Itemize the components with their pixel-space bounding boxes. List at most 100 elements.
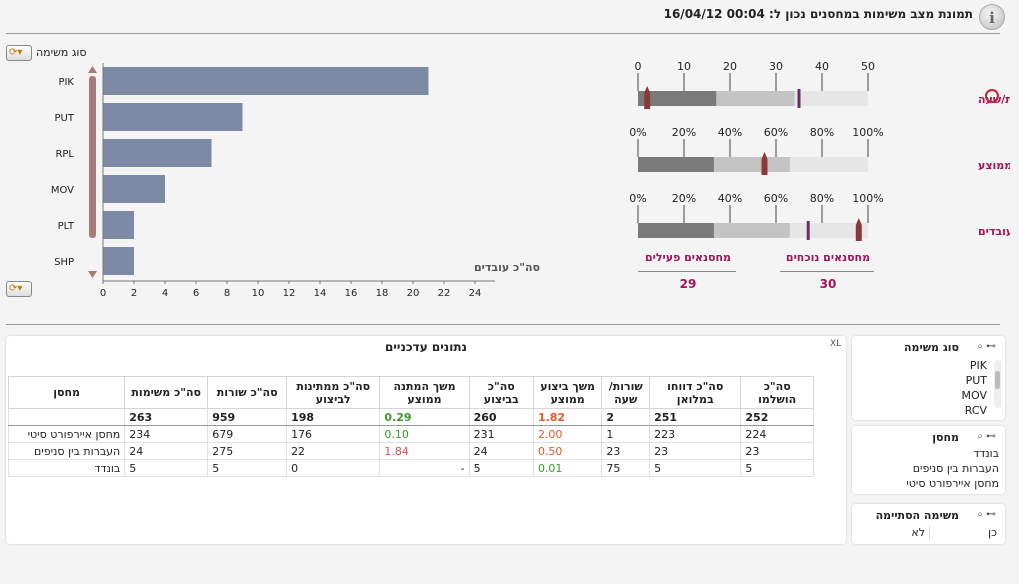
column-header[interactable]: סה"כ דווחו במלואן [649, 376, 742, 409]
x-tick-label: 2 [131, 288, 137, 299]
gauge-value-pointer [644, 86, 651, 109]
gauge-band-dark [638, 157, 714, 172]
pin-icon[interactable]: ⊷ [986, 509, 996, 520]
x-tick-label: 6 [193, 288, 199, 299]
x-tick-label: 14 [314, 288, 327, 299]
table-cell[interactable]: בונדד [7, 459, 126, 477]
gauge-tick-label: 60% [764, 192, 788, 205]
table-row: 5 5 75 0.01 5-0 5 5 בונדד [7, 459, 814, 477]
divider [638, 271, 736, 272]
x-tick-label: 20 [407, 288, 420, 299]
column-header[interactable]: סה"כ הושלמו [740, 376, 814, 409]
table-cell: 22 [286, 442, 381, 460]
table-cell: 23 [740, 442, 814, 460]
column-header[interactable]: מחסן [7, 376, 126, 409]
active-workers-value: 29 [679, 277, 697, 291]
pin-icon[interactable]: ⊷ [986, 431, 996, 442]
task-type-filter-title: סוג משימה [903, 341, 959, 354]
task-type-item[interactable]: PIK [969, 359, 987, 372]
table-cell: 1 [601, 425, 651, 443]
x-tick-label: 24 [469, 288, 482, 299]
pin-icon[interactable]: ⊷ [986, 341, 996, 352]
table-cell: 2.00 [532, 425, 603, 443]
recent-data-table: סה"כ הושלמו סה"כ דווחו במלואן שורות/ שעה מש… [7, 376, 814, 477]
column-header[interactable]: סה"כ בביצוע [468, 376, 534, 409]
gauge-target-marker [806, 221, 810, 240]
task-type-item[interactable]: MOV [961, 389, 987, 402]
warehouse-stats: מחסנאים נוכחים 30 מחסנאים פעילים 29 [636, 250, 886, 300]
table-cell: - [379, 459, 470, 477]
warehouse-item[interactable]: העברות בין סניפים [912, 462, 999, 475]
search-icon[interactable]: ⌕ [977, 509, 983, 520]
column-header[interactable]: סה"כ שורות [207, 376, 288, 409]
task-type-item[interactable]: PUT [965, 374, 987, 387]
category-tick-label: RPL [55, 149, 74, 160]
cycle-icon[interactable]: ⟳▾ [6, 281, 32, 297]
x-tick-label: 16 [345, 288, 358, 299]
x-tick-label: 12 [283, 288, 296, 299]
gauge-tick-label: 0% [629, 192, 646, 205]
gauge-target-marker [797, 89, 801, 108]
table-cell: 223 [649, 425, 742, 443]
task-done-no[interactable]: לא [911, 526, 925, 539]
category-tick-label: SHP [54, 257, 74, 268]
gauge-value-pointer [761, 152, 768, 175]
table-cell: 263 [124, 408, 209, 426]
gauge-tick-label: 100% [852, 192, 883, 205]
bar-chart-dimension-label: סוג משימה [36, 46, 87, 59]
task-type-filter: סוג משימה ⌕ ⊷ PIK PUT MOV RCV [852, 336, 1005, 420]
gauge-tick-label: 20% [672, 192, 696, 205]
bar [103, 211, 134, 239]
task-done-filter-title: משימה הסתיימה [875, 509, 959, 522]
present-workers-value: 30 [819, 277, 837, 291]
warehouse-filter-title: מחסן [932, 431, 959, 444]
category-tick-label: PLT [58, 221, 75, 232]
gauge-tick-label: 20 [723, 60, 737, 73]
column-header[interactable]: סה"כ משימות [124, 376, 209, 409]
gauge-tick-label: 10 [677, 60, 691, 73]
task-done-filter: משימה הסתיימה ⌕ ⊷ כן לא [852, 504, 1005, 544]
gauge-tick-label: 80% [810, 192, 834, 205]
column-header[interactable]: משך ביצוע ממוצע [532, 376, 603, 409]
bar [103, 67, 429, 95]
table-cell: 176 [286, 425, 381, 443]
search-icon[interactable]: ⌕ [977, 431, 983, 442]
gauge-label: % ביצוע ממוצע [978, 159, 1010, 172]
gauge-tick-label: 50 [861, 60, 875, 73]
x-tick-label: 0 [100, 288, 106, 299]
task-done-yes[interactable]: כן [929, 525, 999, 540]
table-cell[interactable]: מחסן איירפורט סיטי [7, 425, 126, 443]
bar [103, 175, 165, 203]
table-title: נתונים עדכניים [385, 340, 467, 354]
gauge-tick-label: 0% [629, 126, 646, 139]
column-header[interactable]: משך המתנה ממוצע [379, 376, 470, 409]
table-cell: 679 [207, 425, 288, 443]
cycle-icon[interactable]: ⟳▾ [6, 45, 32, 61]
table-cell: 251 [649, 408, 742, 426]
table-cell[interactable]: העברות בין סניפים [7, 442, 126, 460]
table-cell: 23 [649, 442, 742, 460]
table-cell: 1.84 [379, 442, 470, 460]
gauge-label: ניצולת עובדים [978, 225, 1010, 238]
info-icon[interactable]: i [979, 4, 1005, 30]
column-header[interactable]: סה"כ ממתינות לביצוע [286, 376, 381, 409]
scrollbar[interactable] [994, 360, 1001, 408]
table-cell[interactable] [7, 408, 126, 426]
x-tick-label: 4 [162, 288, 168, 299]
table-cell: 5 [468, 459, 534, 477]
table-cell: 224 [740, 425, 814, 443]
bar [103, 103, 243, 131]
excel-export-button[interactable]: XL [830, 339, 842, 349]
column-header[interactable]: שורות/ שעה [601, 376, 651, 409]
warehouse-item[interactable]: מחסן איירפורט סיטי [906, 477, 999, 490]
task-type-item[interactable]: RCV [964, 404, 987, 417]
x-tick-label: 22 [438, 288, 451, 299]
gauge-band-dark [638, 91, 717, 106]
header-divider [6, 33, 1000, 34]
warehouse-item[interactable]: בונדד [973, 447, 999, 460]
search-icon[interactable]: ⌕ [977, 341, 983, 352]
table-cell: 275 [207, 442, 288, 460]
table-cell: 24 [468, 442, 534, 460]
